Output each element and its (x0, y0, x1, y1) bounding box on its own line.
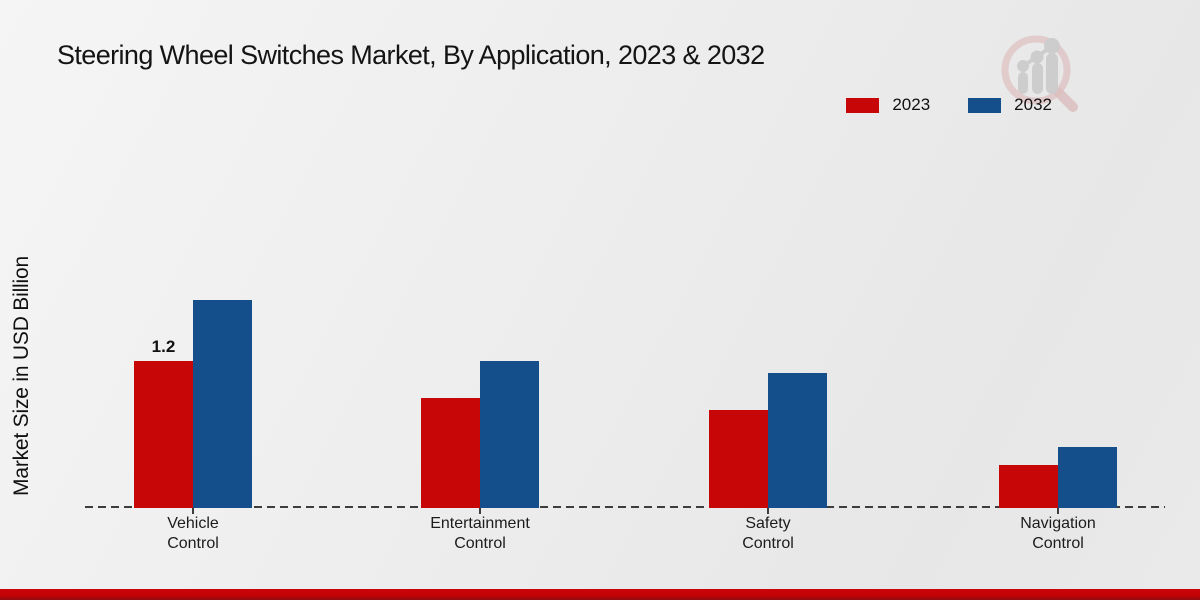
bar-2023-vehicle-control (134, 361, 193, 508)
bar-2023-navigation-control (999, 465, 1058, 508)
bar-2032-entertainment-control (480, 361, 539, 508)
x-axis-tick-vehicle-control (192, 508, 194, 514)
magnifier-icon (1001, 35, 1078, 112)
x-axis-dashed-line (85, 506, 1165, 508)
growth-bars-icon (1017, 38, 1060, 94)
category-label-navigation-control: Navigation Control (1020, 515, 1096, 552)
bar-value-label-2023-vehicle-control: 1.2 (151, 337, 176, 356)
bar-2023-safety-control (709, 410, 768, 508)
category-label-safety-control: Safety Control (742, 515, 794, 552)
legend-swatch-2023 (846, 97, 880, 113)
bar-2023-entertainment-control (421, 398, 480, 508)
x-axis-tick-navigation-control (1057, 508, 1059, 514)
x-axis-tick-safety-control (767, 508, 769, 514)
bar-2032-vehicle-control (193, 300, 252, 508)
bar-2032-safety-control (768, 373, 827, 508)
legend-item-2032: 2032 (968, 95, 1052, 115)
category-label-vehicle-control: Vehicle Control (167, 515, 219, 552)
legend-label-2032: 2032 (1014, 95, 1052, 114)
legend-swatch-2032 (968, 97, 1002, 113)
market-research-future-logo-watermark (1001, 35, 1078, 112)
legend: 2023 2032 (846, 95, 1052, 115)
bar-2032-navigation-control (1058, 447, 1117, 508)
bottom-red-band (0, 589, 1200, 600)
legend-item-2023: 2023 (846, 95, 930, 115)
x-axis-tick-entertainment-control (479, 508, 481, 514)
category-label-entertainment-control: Entertainment Control (430, 515, 530, 552)
chart-title: Steering Wheel Switches Market, By Appli… (57, 40, 765, 70)
legend-label-2023: 2023 (892, 95, 931, 114)
